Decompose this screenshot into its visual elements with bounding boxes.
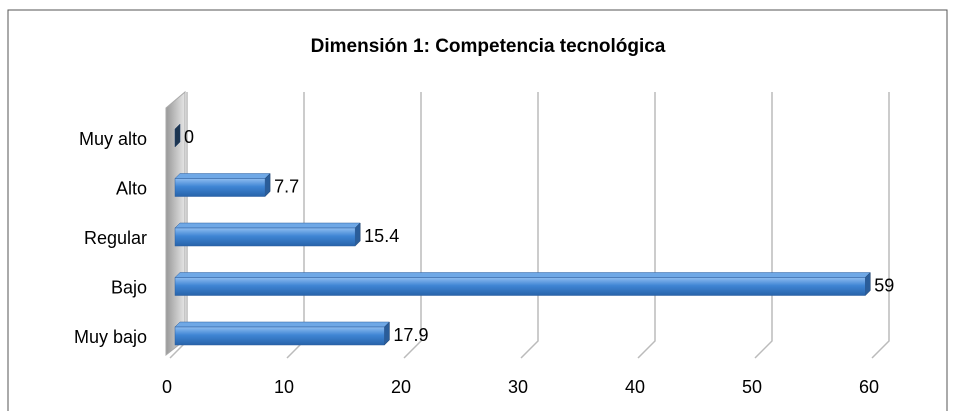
x-tick-label: 30 xyxy=(508,377,528,397)
x-tick-label: 0 xyxy=(162,377,172,397)
bar xyxy=(174,178,266,197)
data-label: 0 xyxy=(184,127,194,147)
bar-top xyxy=(174,272,871,278)
bar xyxy=(174,326,385,346)
grid-line xyxy=(520,92,539,359)
x-tick-label: 60 xyxy=(859,377,879,397)
x-tick-label: 10 xyxy=(274,377,294,397)
x-tick-label: 50 xyxy=(742,377,762,397)
data-label: 17.9 xyxy=(393,325,428,345)
bar-top xyxy=(174,222,361,229)
bar-top xyxy=(174,321,391,328)
y-tick-label: Muy alto xyxy=(79,129,147,149)
x-tick-label: 40 xyxy=(625,377,645,397)
grid-line xyxy=(871,92,890,359)
y-tick-label: Bajo xyxy=(111,277,147,297)
bar-top xyxy=(174,173,271,179)
chart-title: Dimensión 1: Competencia tecnológica xyxy=(311,36,666,57)
y-tick-label: Regular xyxy=(84,228,147,248)
grid-line xyxy=(403,92,422,359)
y-tick-label: Alto xyxy=(116,178,147,198)
grid-line xyxy=(754,92,773,359)
grid-line xyxy=(637,92,656,359)
bar xyxy=(174,227,356,247)
data-label: 59 xyxy=(874,275,894,295)
x-tick-label: 20 xyxy=(391,377,411,397)
y-tick-label: Muy bajo xyxy=(74,327,147,347)
bar xyxy=(174,277,866,296)
data-label: 7.7 xyxy=(274,176,299,196)
chart-border xyxy=(7,9,948,411)
bar-side xyxy=(174,123,181,148)
data-label: 15.4 xyxy=(364,226,399,246)
